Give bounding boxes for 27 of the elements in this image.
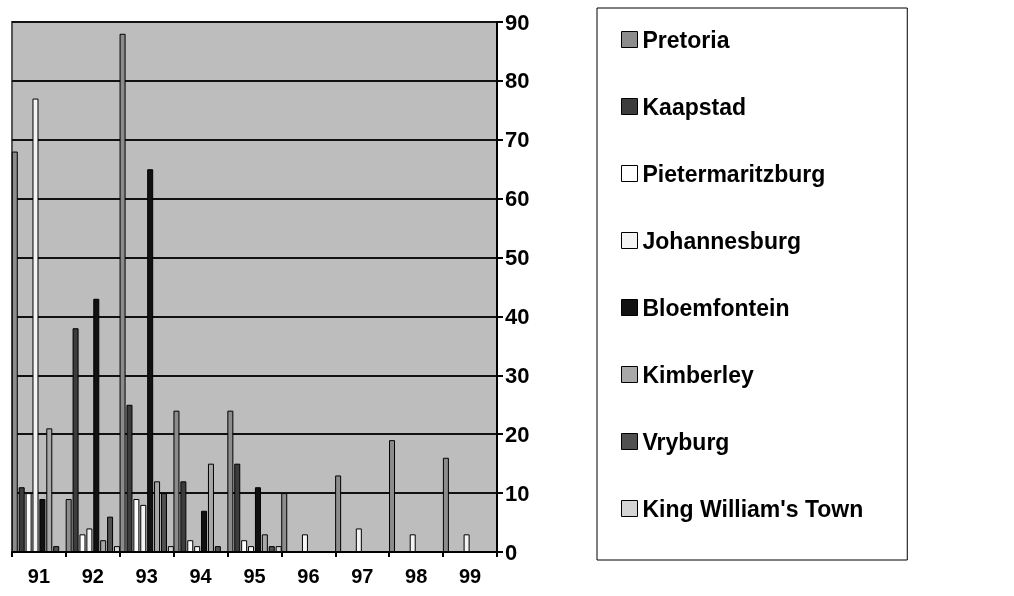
- legend-label: Bloemfontein: [642, 294, 790, 321]
- x-tick-label: 92: [81, 565, 104, 587]
- y-tick-label: 20: [505, 421, 530, 447]
- legend-label: Kimberley: [642, 361, 754, 388]
- y-tick-label: 10: [505, 480, 530, 506]
- x-tick-label: 93: [135, 565, 158, 587]
- y-tick-label: 60: [505, 186, 530, 212]
- y-tick-label: 50: [505, 245, 530, 271]
- y-tick-label: 0: [505, 539, 518, 565]
- x-tick-label: 91: [27, 565, 51, 587]
- x-tick-label: 97: [351, 565, 374, 587]
- x-tick-label: 99: [458, 565, 482, 587]
- legend-label: King William's Town: [642, 495, 864, 522]
- x-tick-label: 95: [243, 565, 266, 587]
- x-tick-label: 94: [189, 565, 213, 587]
- x-tick-label: 96: [297, 565, 320, 587]
- y-tick-label: 80: [505, 68, 530, 94]
- y-tick-label: 30: [505, 362, 530, 388]
- x-tick-label: 98: [405, 565, 428, 587]
- y-tick-label: 90: [505, 9, 530, 35]
- y-tick-label: 40: [505, 303, 530, 329]
- y-tick-label: 70: [505, 127, 530, 153]
- legend-label: Pietermaritzburg: [642, 160, 826, 187]
- legend-label: Vryburg: [642, 428, 730, 455]
- legend-label: Kaapstad: [642, 93, 747, 120]
- legend-label: Johannesburg: [642, 227, 801, 254]
- legend-label: Pretoria: [642, 26, 730, 53]
